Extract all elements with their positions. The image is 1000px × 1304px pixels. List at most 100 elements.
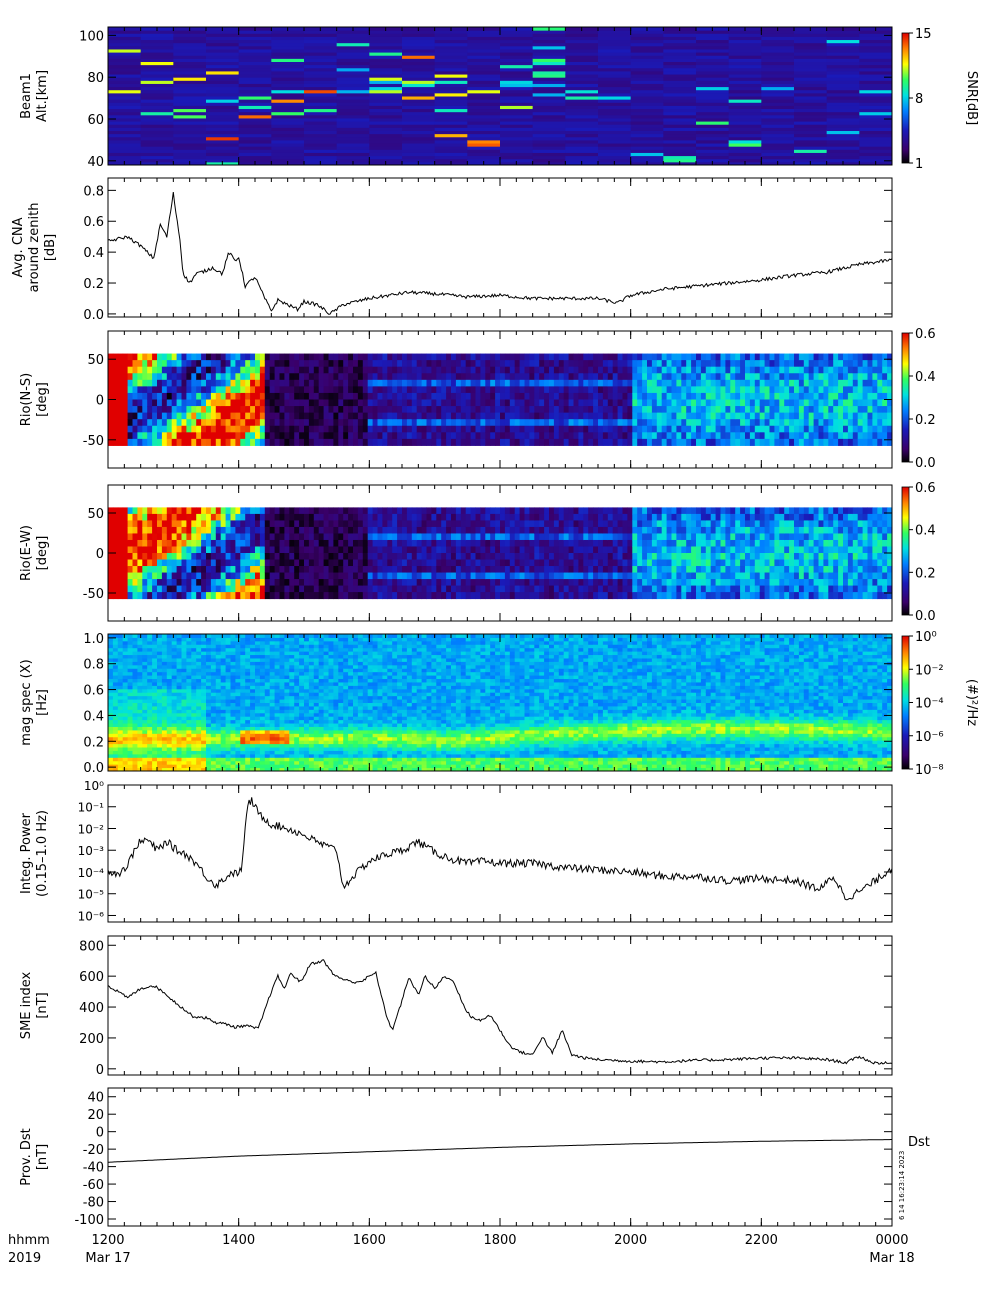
heatmap-cell xyxy=(471,432,476,439)
heatmap-cell xyxy=(348,540,353,547)
heatmap-cell xyxy=(142,393,147,400)
heatmap-cell xyxy=(329,367,334,374)
heatmap-cell xyxy=(554,566,559,573)
heatmap-cell xyxy=(647,380,652,387)
heatmap-cell xyxy=(676,400,681,407)
heatmap-cell xyxy=(760,400,765,407)
heatmap-cell xyxy=(549,360,554,367)
heatmap-cell xyxy=(255,546,260,553)
heatmap-cell xyxy=(271,87,304,91)
heatmap-cell xyxy=(828,426,833,433)
heatmap-cell xyxy=(814,432,819,439)
heatmap-cell xyxy=(730,393,735,400)
heatmap-cell xyxy=(461,373,466,380)
heatmap-cell xyxy=(309,354,314,361)
heatmap-cell xyxy=(500,68,533,72)
heatmap-cell xyxy=(422,393,427,400)
heatmap-cell xyxy=(333,573,338,580)
heatmap-cell xyxy=(859,62,892,66)
heatmap-cell xyxy=(177,380,182,387)
heatmap-cell xyxy=(265,373,270,380)
heatmap-cell xyxy=(451,520,456,527)
heatmap-cell xyxy=(358,380,363,387)
heatmap-cell xyxy=(467,137,500,141)
heatmap-cell xyxy=(108,380,113,387)
heatmap-cell xyxy=(137,380,142,387)
heatmap-cell xyxy=(211,527,216,534)
heatmap-cell xyxy=(569,439,574,446)
heatmap-cell xyxy=(407,514,412,521)
heatmap-cell xyxy=(500,400,505,407)
heatmap-cell xyxy=(260,546,265,553)
heatmap-cell xyxy=(761,131,794,135)
heatmap-cell xyxy=(206,367,211,374)
heatmap-cell xyxy=(696,96,729,100)
heatmap-cell xyxy=(226,406,231,413)
heatmap-cell xyxy=(235,573,240,580)
heatmap-cell xyxy=(353,592,358,599)
heatmap-cell xyxy=(819,380,824,387)
heatmap-cell xyxy=(819,439,824,446)
heatmap-cell xyxy=(863,432,868,439)
heatmap-cell xyxy=(353,507,358,514)
heatmap-cell xyxy=(761,102,794,106)
heatmap-cell xyxy=(113,432,118,439)
heatmap-cell xyxy=(716,426,721,433)
heatmap-cell xyxy=(382,432,387,439)
heatmap-cell xyxy=(559,546,564,553)
heatmap-cell xyxy=(329,520,334,527)
heatmap-cell xyxy=(642,386,647,393)
heatmap-cell xyxy=(814,354,819,361)
heatmap-cell xyxy=(211,586,216,593)
heatmap-cell xyxy=(435,121,468,125)
heatmap-cell xyxy=(456,413,461,420)
heatmap-cell xyxy=(534,560,539,567)
heatmap-cell xyxy=(299,393,304,400)
heatmap-cell xyxy=(565,118,598,122)
heatmap-cell xyxy=(882,393,887,400)
heatmap-cell xyxy=(397,432,402,439)
heatmap-cell xyxy=(505,380,510,387)
heatmap-cell xyxy=(809,413,814,420)
heatmap-cell xyxy=(157,586,162,593)
heatmap-cell xyxy=(369,109,402,113)
heatmap-cell xyxy=(729,52,762,56)
heatmap-cell xyxy=(108,406,113,413)
heatmap-cell xyxy=(417,373,422,380)
heatmap-cell xyxy=(761,46,794,50)
heatmap-cell xyxy=(461,540,466,547)
heatmap-cell xyxy=(436,527,441,534)
heatmap-cell xyxy=(329,393,334,400)
heatmap-cell xyxy=(565,146,598,150)
heatmap-cell xyxy=(827,43,860,47)
heatmap-cell xyxy=(216,393,221,400)
heatmap-cell xyxy=(799,380,804,387)
heatmap-cell xyxy=(533,99,566,103)
heatmap-cell xyxy=(221,540,226,547)
heatmap-cell xyxy=(137,560,142,567)
heatmap-cell xyxy=(467,121,500,125)
heatmap-cell xyxy=(431,380,436,387)
heatmap-cell xyxy=(265,533,270,540)
heatmap-cell xyxy=(186,354,191,361)
heatmap-cell xyxy=(324,373,329,380)
heatmap-cell xyxy=(476,507,481,514)
heatmap-cell xyxy=(435,140,468,144)
heatmap-cell xyxy=(559,386,564,393)
heatmap-cell xyxy=(387,507,392,514)
heatmap-cell xyxy=(485,439,490,446)
heatmap-cell xyxy=(827,124,860,128)
heatmap-cell xyxy=(471,592,476,599)
heatmap-cell xyxy=(221,579,226,586)
heatmap-cell xyxy=(711,413,716,420)
heatmap-cell xyxy=(271,131,304,135)
heatmap-cell xyxy=(137,354,142,361)
heatmap-cell xyxy=(206,553,211,560)
heatmap-cell xyxy=(338,360,343,367)
heatmap-cell xyxy=(348,514,353,521)
heatmap-cell xyxy=(392,393,397,400)
heatmap-cell xyxy=(123,520,128,527)
heatmap-cell xyxy=(588,386,593,393)
heatmap-cell xyxy=(141,58,174,62)
heatmap-cell xyxy=(369,74,402,78)
